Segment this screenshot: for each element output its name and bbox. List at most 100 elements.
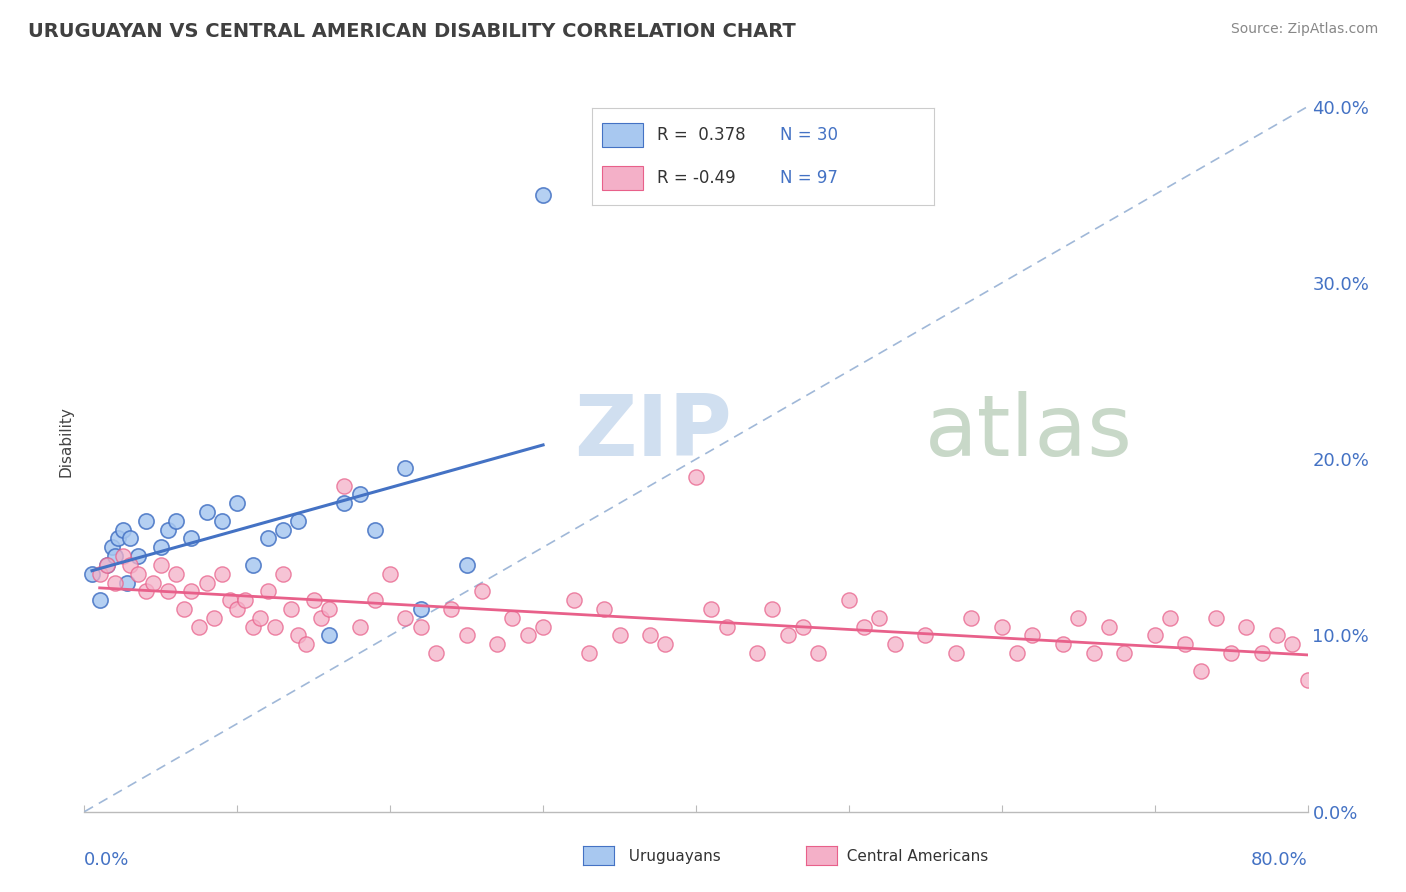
Point	[89, 593, 111, 607]
Point	[173, 602, 195, 616]
Point	[101, 541, 124, 555]
Point	[562, 593, 585, 607]
Point	[700, 602, 723, 616]
Point	[1005, 646, 1028, 660]
Point	[295, 637, 318, 651]
Text: URUGUAYAN VS CENTRAL AMERICAN DISABILITY CORRELATION CHART: URUGUAYAN VS CENTRAL AMERICAN DISABILITY…	[28, 22, 796, 41]
Point	[242, 558, 264, 572]
Point	[1189, 664, 1212, 678]
Point	[685, 470, 707, 484]
Point	[516, 628, 538, 642]
Point	[96, 558, 118, 572]
Point	[364, 523, 387, 537]
Point	[502, 611, 524, 625]
Point	[1343, 637, 1365, 651]
Point	[302, 593, 325, 607]
Point	[111, 523, 134, 537]
Point	[1220, 646, 1243, 660]
Point	[609, 628, 631, 642]
Point	[1052, 637, 1074, 651]
Point	[1265, 628, 1288, 642]
Point	[280, 602, 302, 616]
Point	[456, 628, 478, 642]
Point	[188, 620, 211, 634]
Text: ZIP: ZIP	[574, 392, 731, 475]
Point	[1388, 620, 1406, 634]
Point	[120, 558, 142, 572]
Point	[409, 620, 432, 634]
Point	[333, 496, 356, 510]
Point	[1083, 646, 1105, 660]
Point	[394, 461, 416, 475]
Point	[531, 620, 554, 634]
Point	[1358, 681, 1381, 696]
Point	[242, 620, 264, 634]
Point	[1372, 646, 1395, 660]
Point	[1021, 628, 1043, 642]
Point	[115, 575, 138, 590]
Point	[218, 593, 240, 607]
Point	[425, 646, 447, 660]
Point	[1143, 628, 1166, 642]
Point	[945, 646, 967, 660]
Point	[211, 514, 233, 528]
Point	[349, 487, 371, 501]
Point	[80, 566, 103, 581]
Point	[287, 514, 309, 528]
Point	[349, 620, 371, 634]
Point	[257, 532, 280, 546]
Point	[257, 584, 280, 599]
Point	[104, 575, 127, 590]
Point	[96, 558, 118, 572]
Point	[1067, 611, 1090, 625]
Text: Source: ZipAtlas.com: Source: ZipAtlas.com	[1230, 22, 1378, 37]
Point	[486, 637, 509, 651]
Point	[311, 611, 333, 625]
Point	[991, 620, 1014, 634]
Point	[149, 541, 172, 555]
Point	[111, 549, 134, 563]
Point	[792, 620, 814, 634]
Text: 80.0%: 80.0%	[1251, 851, 1308, 869]
Point	[333, 478, 356, 492]
Point	[1114, 646, 1136, 660]
Point	[1312, 628, 1334, 642]
Point	[318, 602, 340, 616]
Text: Uruguayans: Uruguayans	[619, 849, 720, 863]
Point	[1296, 673, 1319, 687]
Point	[89, 566, 111, 581]
Point	[869, 611, 891, 625]
Point	[165, 514, 187, 528]
Point	[180, 532, 202, 546]
Point	[380, 566, 402, 581]
Point	[716, 620, 738, 634]
Text: Central Americans: Central Americans	[837, 849, 988, 863]
Point	[264, 620, 287, 634]
Point	[226, 496, 249, 510]
Point	[165, 566, 187, 581]
Point	[440, 602, 463, 616]
Point	[838, 593, 860, 607]
Point	[107, 532, 129, 546]
Point	[1098, 620, 1121, 634]
Point	[104, 549, 127, 563]
Text: atlas: atlas	[925, 392, 1133, 475]
Point	[211, 566, 233, 581]
Point	[135, 584, 157, 599]
Point	[456, 558, 478, 572]
Point	[807, 646, 830, 660]
Point	[180, 584, 202, 599]
Point	[654, 637, 676, 651]
Point	[593, 602, 616, 616]
Point	[287, 628, 309, 642]
Point	[318, 628, 340, 642]
Point	[135, 514, 157, 528]
Point	[142, 575, 165, 590]
Point	[127, 549, 149, 563]
Point	[1205, 611, 1227, 625]
Point	[914, 628, 936, 642]
Point	[394, 611, 416, 625]
Point	[271, 566, 294, 581]
Point	[271, 523, 294, 537]
Point	[638, 628, 661, 642]
